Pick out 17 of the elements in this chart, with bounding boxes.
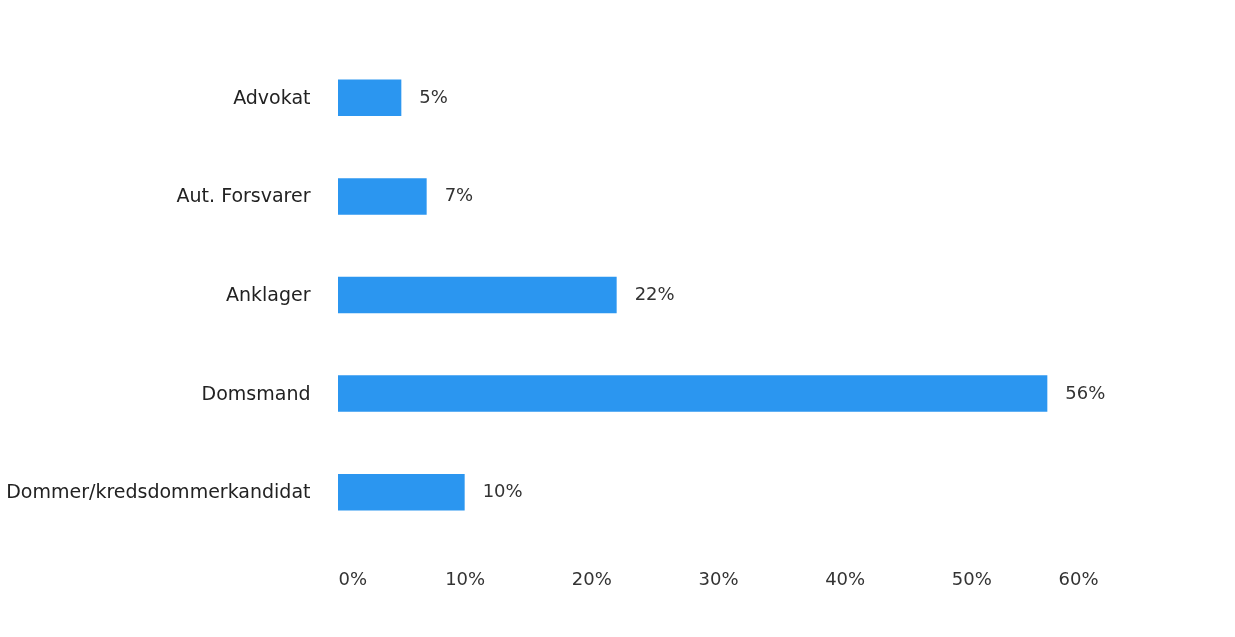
x-tick-label: 60%	[1058, 567, 1099, 589]
data-label: 10%	[482, 480, 523, 502]
data-label: 56%	[1065, 381, 1106, 403]
data-label: 5%	[419, 85, 448, 107]
x-tick-label: 20%	[571, 567, 612, 589]
x-tick-label: 0%	[338, 567, 368, 589]
y-tick-label: Domsmand	[201, 381, 311, 404]
data-label: 22%	[634, 283, 675, 304]
x-tick-label: 30%	[698, 567, 739, 589]
x-tick-label: 40%	[825, 567, 866, 589]
data-label: 7%	[444, 184, 474, 206]
y-tick-label: Advokat	[233, 85, 311, 108]
y-tick-label: Dommer/kredsdommerkandidat	[6, 480, 311, 503]
x-tick-label: 10%	[445, 567, 486, 589]
y-tick-label: Anklager	[225, 283, 311, 305]
y-tick-label: Aut. Forsvarer	[176, 184, 311, 207]
x-tick-label: 50%	[951, 567, 992, 589]
